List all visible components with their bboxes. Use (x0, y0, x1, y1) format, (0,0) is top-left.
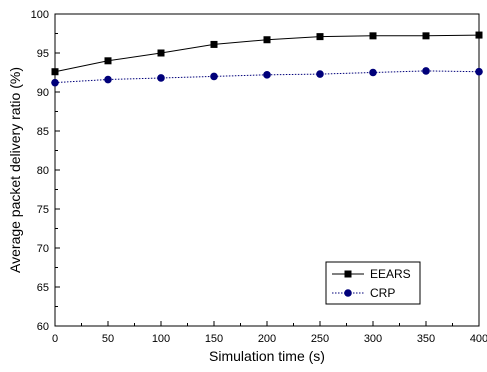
y-tick-label: 95 (37, 48, 49, 60)
x-axis-label: Simulation time (s) (209, 348, 325, 364)
y-tick-label: 100 (31, 9, 49, 21)
data-point-crp (316, 70, 324, 78)
x-tick-label: 200 (258, 333, 276, 345)
data-point-crp (104, 75, 112, 84)
data-point-crp (475, 67, 483, 76)
data-point-crp (422, 67, 430, 75)
y-tick-label: 70 (37, 243, 49, 255)
data-point-eears (369, 32, 377, 40)
legend-item-eears: EEARS (332, 267, 411, 281)
x-tick-label: 50 (102, 333, 114, 345)
legend-item-crp: CRP (332, 286, 395, 300)
legend-label: EEARS (370, 267, 411, 281)
data-point-eears (157, 49, 165, 57)
x-tick-label: 150 (205, 333, 223, 345)
x-tick-label: 250 (311, 333, 329, 345)
legend-marker (344, 289, 352, 297)
y-tick-label: 75 (37, 204, 49, 216)
legend-marker (344, 270, 352, 278)
data-point-crp (157, 74, 165, 82)
data-point-crp (210, 72, 218, 81)
y-tick-label: 90 (37, 87, 49, 99)
legend-label: CRP (370, 286, 395, 300)
y-axis: 60 65 70 75 80 85 90 95 100 (31, 9, 60, 333)
x-axis: 0 50 100 150 200 250 300 350 400 (52, 321, 487, 345)
data-point-eears (210, 40, 218, 48)
data-point-crp (369, 68, 377, 77)
series-eears (51, 31, 483, 76)
y-axis-label: Average packet delivery ratio (%) (7, 67, 23, 273)
series-group (51, 31, 483, 87)
data-point-crp (263, 71, 271, 79)
legend: EEARS CRP (325, 261, 421, 305)
data-point-eears (51, 68, 59, 76)
y-tick-label: 80 (37, 165, 49, 177)
x-tick-label: 100 (152, 333, 170, 345)
legend-box (325, 261, 421, 305)
x-tick-label: 0 (52, 333, 58, 345)
y-tick-label: 60 (37, 321, 49, 333)
data-point-eears (316, 33, 324, 41)
x-tick-label: 350 (417, 333, 435, 345)
data-point-crp (51, 78, 59, 87)
data-point-eears (263, 36, 271, 44)
data-point-eears (104, 57, 112, 65)
data-point-eears (475, 31, 483, 39)
x-tick-label: 300 (364, 333, 382, 345)
series-crp (51, 67, 483, 87)
y-tick-label: 65 (37, 282, 49, 294)
x-tick-label: 400 (470, 333, 487, 345)
data-point-eears (422, 32, 430, 40)
y-tick-label: 85 (37, 126, 49, 138)
